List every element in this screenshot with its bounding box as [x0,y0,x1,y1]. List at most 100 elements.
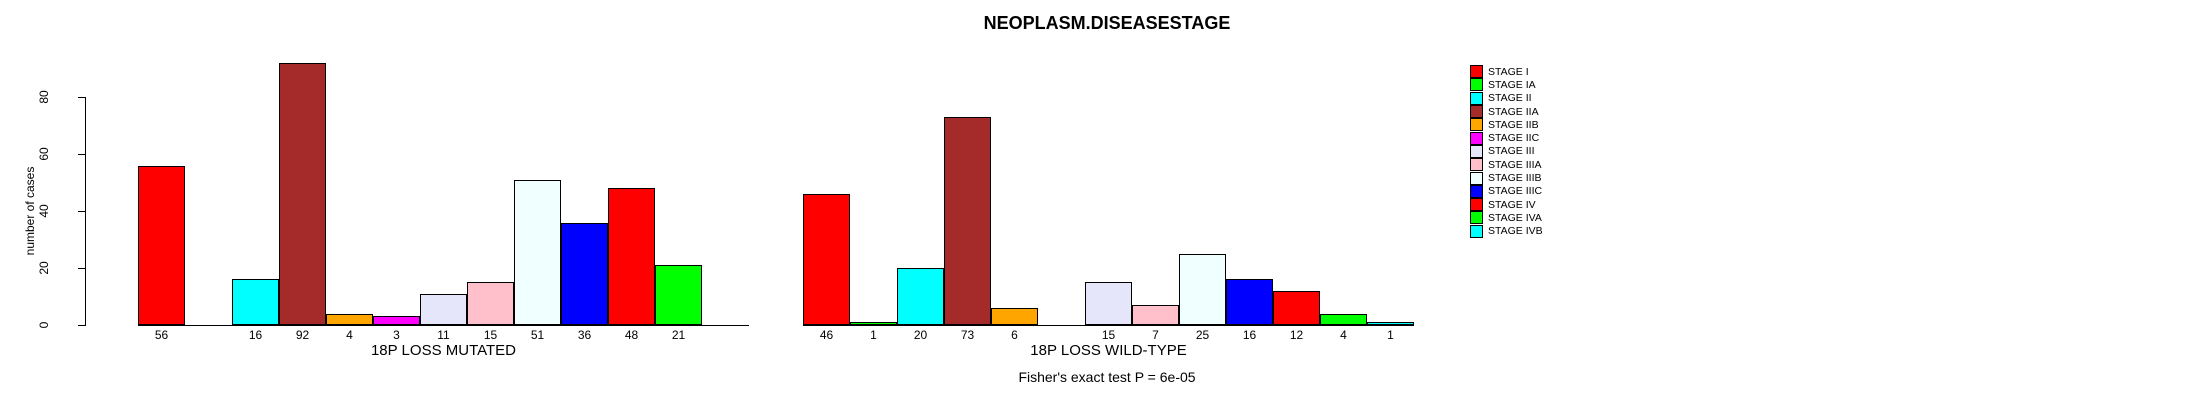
legend-label: STAGE IVA [1488,211,1542,224]
legend-item-stage-ia: STAGE IA [1470,78,1543,92]
bar-stage-iiia [467,282,514,325]
y-axis-tick [78,154,85,156]
y-axis-tick-label: 20 [37,261,51,275]
bar-stage-iii [1085,282,1132,325]
bar-value-label-stage-iib: 6 [1011,328,1018,342]
legend: STAGE I STAGE IA STAGE II STAGE IIA STAGE II… [1470,65,1543,238]
legend-item-stage-ii: STAGE II [1470,91,1543,105]
legend-swatch-icon [1470,118,1483,132]
legend-label: STAGE IIIA [1488,158,1542,171]
legend-item-stage-iiib: STAGE IIIB [1470,171,1543,185]
bar-stage-iiia [1132,305,1179,325]
bar-stage-i [138,166,185,325]
y-axis-tick [78,211,85,213]
bar-value-label-stage-ii: 16 [248,328,263,342]
panel-18p-loss-wild-type: 18P LOSS WILD-TYPE 46 1 20 73 6 15 7 25 16 12 4 1 [803,0,1414,400]
plot-area-wild-type [803,0,1414,326]
legend-item-stage-iiic: STAGE IIIC [1470,184,1543,198]
legend-swatch-icon [1470,144,1483,158]
legend-item-stage-iva: STAGE IVA [1470,211,1543,225]
x-axis-label-wild-type: 18P LOSS WILD-TYPE [1030,342,1187,359]
bar-value-label-stage-iii: 15 [1101,328,1116,342]
legend-item-stage-iic: STAGE IIC [1470,131,1543,145]
bar-value-label-stage-iib: 4 [346,328,353,342]
bar-stage-iib [991,308,1038,325]
bar-value-label-stage-iv: 48 [624,328,639,342]
y-axis-tick [78,97,85,99]
bar-stage-iiic [561,223,608,325]
legend-item-stage-ivb: STAGE IVB [1470,224,1543,238]
x-axis-label-mutated: 18P LOSS MUTATED [370,342,517,359]
bar-value-label-stage-iiic: 16 [1242,328,1257,342]
bar-value-label-stage-ia: 1 [870,328,877,342]
plot-area-mutated [138,0,749,326]
legend-item-stage-iiia: STAGE IIIA [1470,158,1543,172]
bar-value-label-stage-iiib: 51 [530,328,545,342]
bar-value-label-stage-i: 46 [819,328,834,342]
bar-value-label-stage-iii: 11 [437,328,450,342]
legend-swatch-icon [1470,91,1483,105]
legend-swatch-icon [1470,65,1483,79]
legend-label: STAGE IIA [1488,105,1539,118]
bar-stage-iib [326,314,373,325]
y-axis-tick-label: 40 [37,204,51,218]
bar-value-label-stage-iia: 73 [960,328,975,342]
bar-stage-iv [608,188,655,325]
legend-label: STAGE IIB [1488,118,1539,131]
bar-value-label-stage-iia: 92 [295,328,310,342]
bar-stage-iiib [1179,254,1226,325]
bar-value-label-stage-iv: 12 [1289,328,1304,342]
bar-stage-iic [373,316,420,325]
bar-value-label-stage-i: 56 [154,328,169,342]
legend-item-stage-iii: STAGE III [1470,144,1543,158]
bar-stage-ii [232,279,279,325]
legend-swatch-icon [1470,131,1483,145]
legend-item-stage-i: STAGE I [1470,65,1543,79]
bar-stage-iva [1320,314,1367,325]
bar-value-label-stage-iva: 4 [1340,328,1347,342]
bar-value-label-stage-iiia: 7 [1152,328,1159,342]
legend-label: STAGE IIC [1488,132,1540,145]
legend-swatch-icon [1470,211,1483,225]
legend-item-stage-iia: STAGE IIA [1470,105,1543,119]
y-axis-title: number of cases [23,166,37,256]
legend-label: STAGE IVB [1488,225,1543,238]
bar-value-label-stage-iva: 21 [671,328,686,342]
y-axis-tick-label: 60 [37,147,51,161]
bar-stage-ii [897,268,944,325]
legend-label: STAGE II [1488,92,1532,105]
chart-title: NEOPLASM.DISEASESTAGE [983,13,1231,33]
y-axis-tick [78,268,85,270]
bar-stage-i [803,194,850,325]
bar-value-label-stage-ii: 20 [913,328,928,342]
y-axis-tick-label: 0 [37,321,51,329]
bar-value-label-stage-iiic: 36 [577,328,592,342]
legend-swatch-icon [1470,158,1483,172]
bar-stage-iia [279,63,326,325]
y-axis-tick-label: 80 [37,90,51,105]
bar-stage-iiib [514,180,561,325]
y-axis-tick [78,325,85,326]
bar-stage-iia [944,117,991,325]
bar-stage-ivb [1367,322,1414,325]
bar-value-label-stage-iic: 3 [393,328,400,342]
legend-label: STAGE IV [1488,198,1536,211]
bar-stage-ia [850,322,897,325]
bar-stage-iva [655,265,702,325]
legend-item-stage-iv: STAGE IV [1470,198,1543,212]
bar-value-label-stage-iiib: 25 [1195,328,1210,342]
legend-label: STAGE IA [1488,78,1536,91]
panel-18p-loss-mutated: 18P LOSS MUTATED 56 16 92 4 3 11 15 51 36 48 21 [138,0,749,400]
legend-swatch-icon [1470,224,1483,238]
legend-swatch-icon [1470,78,1483,92]
bar-stage-iiic [1226,279,1273,325]
bar-value-label-stage-ivb: 1 [1387,328,1394,342]
legend-swatch-icon [1470,184,1483,198]
legend-label: STAGE I [1488,65,1529,78]
bar-stage-iv [1273,291,1320,325]
y-axis-line [85,97,86,326]
legend-swatch-icon [1470,105,1483,119]
legend-item-stage-iib: STAGE IIB [1470,118,1543,132]
legend-label: STAGE III [1488,145,1535,158]
